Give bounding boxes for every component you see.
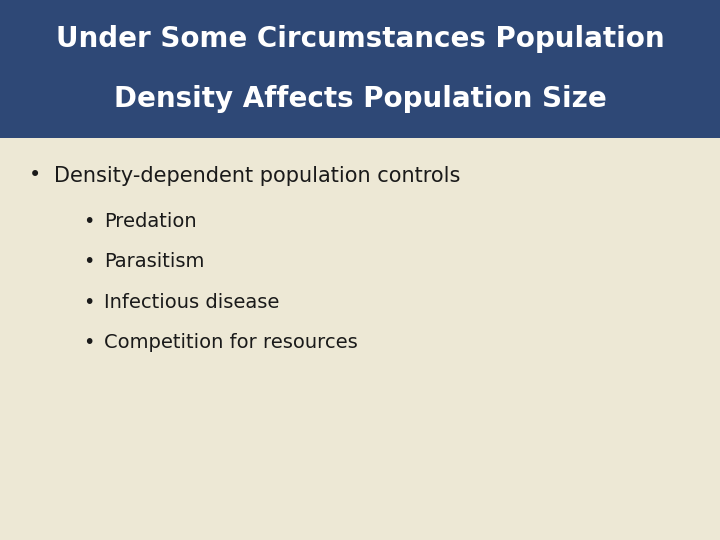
Text: Predation: Predation: [104, 212, 197, 231]
Text: •: •: [83, 333, 94, 353]
Text: •: •: [83, 212, 94, 231]
Text: Parasitism: Parasitism: [104, 252, 204, 272]
FancyBboxPatch shape: [0, 0, 720, 138]
Text: Density-dependent population controls: Density-dependent population controls: [54, 165, 460, 186]
Text: Infectious disease: Infectious disease: [104, 293, 280, 312]
Text: •: •: [83, 293, 94, 312]
Text: Competition for resources: Competition for resources: [104, 333, 358, 353]
Text: Under Some Circumstances Population: Under Some Circumstances Population: [55, 24, 665, 52]
Text: •: •: [29, 165, 41, 186]
Text: Density Affects Population Size: Density Affects Population Size: [114, 85, 606, 113]
Text: •: •: [83, 252, 94, 272]
